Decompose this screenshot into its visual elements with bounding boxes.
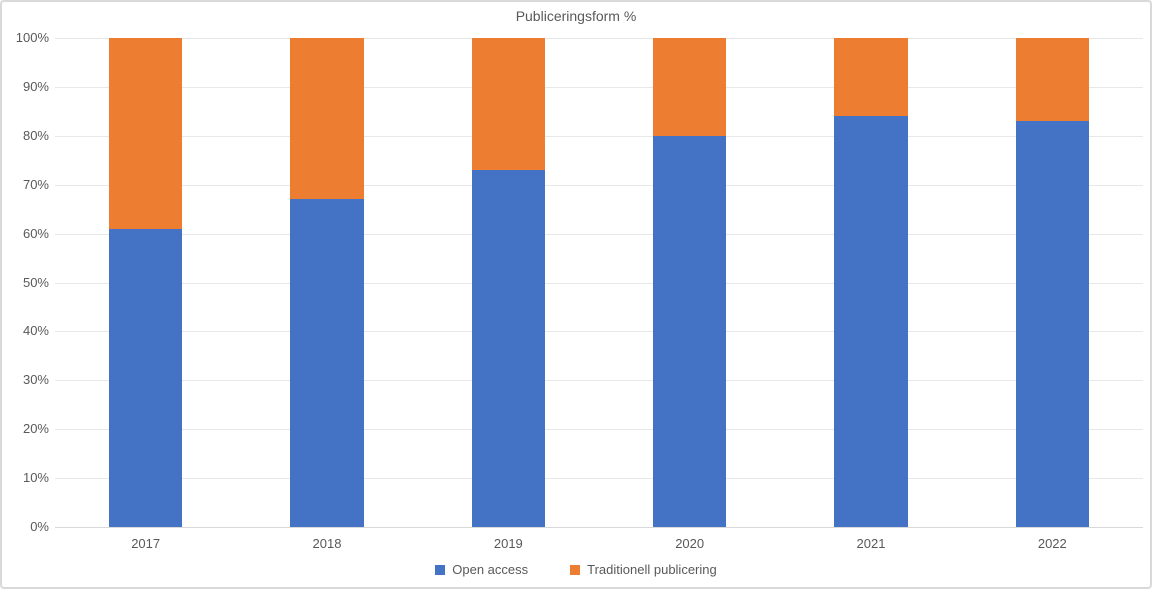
y-axis-labels: 0% 10% 20% 30% 40% 50% 60% 70% 80% 90% 100% xyxy=(2,31,49,534)
plot-area xyxy=(55,38,1143,528)
y-axis-tick-label: 60% xyxy=(22,225,49,241)
stacked-bar-2017 xyxy=(108,38,183,527)
legend-label: Traditionell publicering xyxy=(587,562,717,577)
y-axis-tick-label: 30% xyxy=(22,372,49,388)
y-axis-tick-label: 10% xyxy=(22,470,49,486)
x-axis-label: 2021 xyxy=(856,536,886,551)
stacked-bar-2019 xyxy=(471,38,546,527)
bar-segment-traditionell-publicering xyxy=(834,38,908,117)
gridline xyxy=(55,282,1143,284)
bar-segment-open-access xyxy=(471,170,546,527)
legend-item-open-access: Open access xyxy=(435,562,528,577)
x-axis-label: 2018 xyxy=(312,536,342,551)
bar-group-2017 xyxy=(55,38,236,527)
gridline xyxy=(55,331,1143,333)
stacked-bar-2021 xyxy=(834,38,908,527)
bar-segment-open-access xyxy=(652,135,727,527)
y-axis-tick-label: 80% xyxy=(22,127,49,143)
y-axis-tick-label: 0% xyxy=(30,519,49,534)
gridline xyxy=(55,184,1143,186)
x-axis-labels: 2017 2018 2019 2020 2021 2022 xyxy=(55,536,1143,551)
bar-segment-traditionell-publicering xyxy=(108,38,183,229)
bar-segment-traditionell-publicering xyxy=(290,38,364,200)
gridline xyxy=(55,380,1143,382)
y-axis-tick-label: 70% xyxy=(22,176,49,192)
legend-label: Open access xyxy=(452,562,529,577)
gridline xyxy=(55,38,1143,39)
y-axis-tick-label: 90% xyxy=(22,78,49,94)
stacked-bar-2022 xyxy=(1015,38,1090,527)
y-axis-tick-label: 40% xyxy=(22,323,49,339)
bar-group-2022 xyxy=(962,38,1143,527)
legend: Open access Traditionell publicering xyxy=(2,562,1150,577)
gridline xyxy=(55,478,1143,480)
legend-item-traditionell-publicering: Traditionell publicering xyxy=(570,562,717,577)
legend-swatch-traditionell-publicering xyxy=(570,564,581,575)
bar-segment-traditionell-publicering xyxy=(1015,38,1090,122)
x-axis-label: 2020 xyxy=(675,536,705,551)
bar-group-2018 xyxy=(236,38,417,527)
bar-segment-open-access xyxy=(1015,121,1090,527)
gridline xyxy=(55,135,1143,137)
bar-group-2019 xyxy=(418,38,599,527)
x-axis-label: 2017 xyxy=(131,536,161,551)
gridline xyxy=(55,233,1143,235)
bar-segment-open-access xyxy=(834,116,908,527)
bar-segment-traditionell-publicering xyxy=(652,38,727,136)
chart-title: Publiceringsform % xyxy=(515,8,637,24)
y-axis-tick-label: 50% xyxy=(22,274,49,290)
bars xyxy=(55,38,1143,527)
bar-segment-open-access xyxy=(108,228,183,527)
stacked-bar-2018 xyxy=(290,38,364,527)
y-axis-tick-label: 100% xyxy=(15,30,49,45)
bar-group-2020 xyxy=(599,38,780,527)
y-axis-tick-label: 20% xyxy=(22,421,49,437)
bar-segment-open-access xyxy=(290,199,364,527)
stacked-bar-2020 xyxy=(652,38,727,527)
x-axis-label: 2022 xyxy=(1037,536,1067,551)
bar-group-2021 xyxy=(780,38,961,527)
bar-segment-traditionell-publicering xyxy=(471,38,546,171)
x-axis-label: 2019 xyxy=(493,536,523,551)
gridline xyxy=(55,429,1143,431)
gridline xyxy=(55,86,1143,88)
legend-swatch-open-access xyxy=(435,564,446,575)
